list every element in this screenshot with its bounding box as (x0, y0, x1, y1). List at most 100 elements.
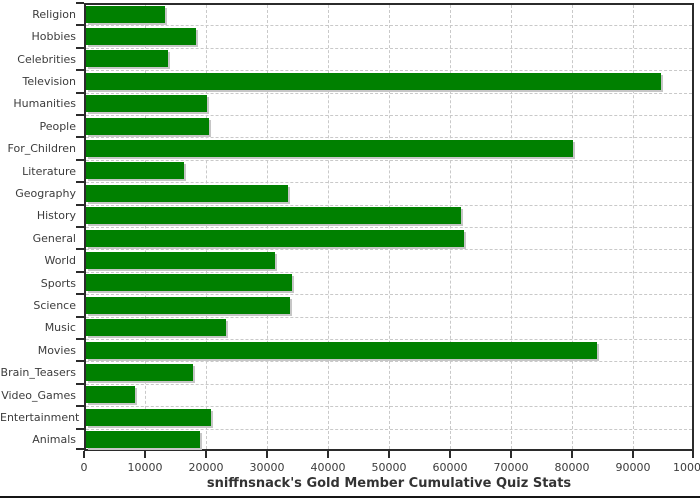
y-axis-tick (76, 114, 84, 116)
x-axis-tick (449, 451, 451, 458)
y-gridline (86, 428, 692, 430)
y-axis-tick (76, 360, 84, 363)
y-axis-tick (76, 181, 84, 184)
bar-video_games (86, 386, 136, 404)
bar-movies (86, 341, 597, 359)
y-tick-label: Literature (22, 164, 76, 178)
y-tick-label: Humanities (13, 97, 76, 111)
y-gridline (86, 383, 692, 385)
y-tick-label: Music (44, 321, 76, 335)
y-axis-tick (76, 270, 84, 273)
y-axis-tick (76, 158, 84, 161)
y-gridline (86, 182, 692, 184)
y-axis-tick (76, 405, 84, 408)
y-tick-label: Celebrities (17, 52, 76, 66)
y-tick-label: World (44, 254, 76, 268)
y-tick-label: For_Children (7, 142, 76, 156)
y-axis-tick (76, 226, 84, 228)
bar-science (86, 296, 290, 314)
x-tick-label: 40000 (310, 461, 346, 474)
y-gridline (86, 47, 692, 49)
x-axis-tick (510, 451, 512, 458)
y-gridline (86, 204, 692, 206)
x-axis-tick (205, 451, 207, 458)
y-tick-label: Television (22, 74, 77, 88)
y-tick-label: General (32, 231, 76, 245)
bar-brain_teasers (86, 363, 193, 381)
bar-entertainment (86, 408, 212, 426)
plot-area (84, 3, 694, 451)
bar-celebrities (86, 50, 168, 68)
y-axis-tick (76, 382, 84, 385)
x-axis-tick (266, 451, 268, 458)
y-axis-tick (76, 248, 84, 251)
x-tick-label: 80000 (554, 461, 590, 474)
y-gridline (86, 361, 692, 363)
y-gridline (86, 227, 692, 228)
bottom-divider (0, 496, 700, 498)
y-gridline (86, 25, 692, 27)
x-axis-tick (571, 451, 573, 458)
y-axis-tick (76, 338, 84, 340)
y-axis-tick (76, 203, 84, 206)
x-axis-tick (83, 451, 85, 458)
x-tick-label: 20000 (188, 461, 224, 474)
y-axis-tick (76, 136, 84, 139)
bar-animals (86, 431, 201, 449)
x-tick-label: 0 (80, 461, 88, 474)
y-tick-label: Geography (15, 186, 76, 200)
bar-television (86, 72, 662, 90)
y-axis-tick (76, 69, 84, 72)
y-tick-label: Sports (40, 276, 76, 290)
x-axis-tick (692, 451, 694, 458)
x-tick-label: 30000 (249, 461, 285, 474)
x-axis-tick (327, 451, 329, 458)
y-gridline (86, 271, 692, 273)
y-axis-tick (76, 24, 84, 27)
y-axis-tick (76, 315, 84, 318)
y-axis-tick (76, 91, 84, 94)
y-tick-label: Science (33, 298, 76, 312)
chart-title: sniffnsnack's Gold Member Cumulative Qui… (206, 476, 572, 491)
y-gridline (86, 137, 692, 139)
y-tick-label: Brain_Teasers (0, 366, 76, 380)
y-axis-tick (76, 2, 84, 4)
y-axis-tick (76, 46, 84, 49)
bar-humanities (86, 95, 208, 113)
y-gridline (86, 115, 692, 116)
y-gridline (86, 339, 692, 340)
bar-people (86, 117, 210, 135)
y-tick-label: History (36, 209, 76, 223)
x-tick-label: 100000 (673, 461, 700, 474)
bar-music (86, 319, 226, 337)
bar-history (86, 207, 462, 225)
y-tick-label: People (39, 119, 76, 133)
y-gridline (86, 249, 692, 251)
y-gridline (86, 92, 692, 94)
x-tick-label: 90000 (615, 461, 651, 474)
y-gridline (86, 294, 692, 296)
y-gridline (86, 159, 692, 161)
x-axis-tick (632, 451, 634, 458)
y-tick-label: Entertainment (0, 410, 80, 424)
bar-for_children (86, 139, 574, 157)
y-gridline (86, 70, 692, 72)
y-axis-tick (76, 293, 84, 296)
x-tick-label: 50000 (371, 461, 407, 474)
bar-general (86, 229, 465, 247)
bar-sports (86, 274, 292, 292)
bar-religion (86, 5, 165, 23)
y-tick-label: Video_Games (1, 388, 76, 402)
y-gridline (86, 316, 692, 318)
x-axis-tick (388, 451, 390, 458)
x-axis-tick (144, 451, 146, 458)
x-tick-label: 10000 (127, 461, 163, 474)
bar-literature (86, 162, 185, 180)
y-axis-tick (76, 427, 84, 430)
x-tick-label: 60000 (432, 461, 468, 474)
bar-world (86, 251, 276, 269)
y-tick-label: Hobbies (31, 30, 76, 44)
bar-geography (86, 184, 288, 202)
y-tick-label: Animals (32, 433, 76, 447)
